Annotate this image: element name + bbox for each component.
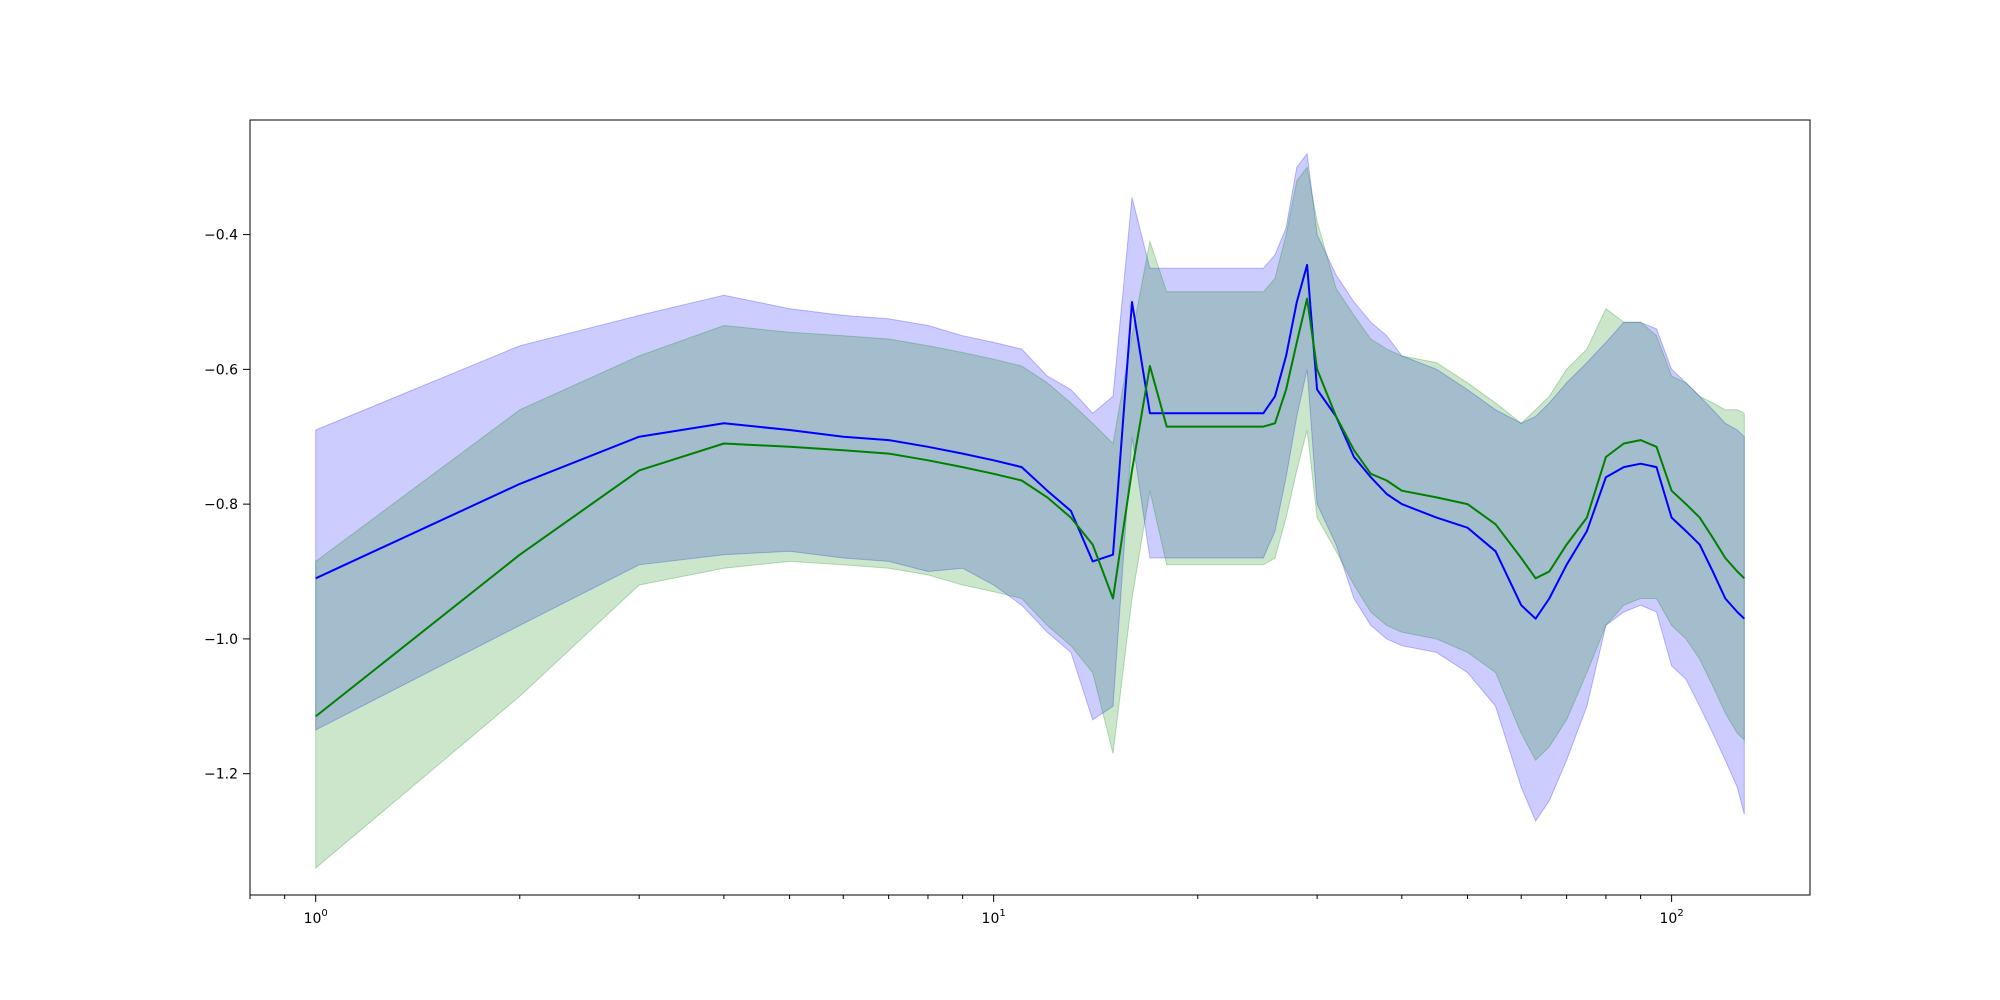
series-1-line (315, 297, 1745, 718)
x-tick-label: 100 (304, 908, 328, 927)
y-tick-label: −1.2 (204, 767, 238, 783)
y-tick-label: −1.0 (204, 632, 238, 648)
series-lines (315, 263, 1745, 718)
x-tick-label: 101 (982, 908, 1006, 927)
confidence-bands (315, 152, 1745, 870)
series-0-band (315, 152, 1745, 822)
series-1-band (315, 166, 1745, 870)
y-tick-label: −0.8 (204, 497, 238, 513)
y-tick-label: −0.6 (204, 362, 238, 378)
y-axis-ticks: −0.4 −0.6 −0.8 −1.0 −1.2 (204, 228, 250, 783)
plot-frame (249, 119, 1811, 896)
x-tick-label: 102 (1660, 908, 1684, 927)
y-tick-label: −0.4 (204, 228, 238, 244)
x-axis-ticks: 100 101 102 (249, 895, 1684, 927)
